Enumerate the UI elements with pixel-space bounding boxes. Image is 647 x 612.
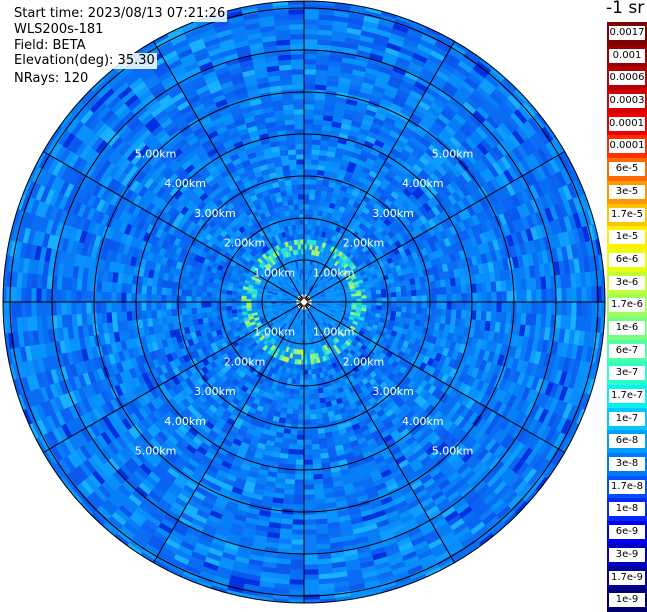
- legend-swatch: 1.7e-9: [607, 566, 647, 590]
- range-label: 3.00km: [194, 207, 236, 220]
- range-label: 4.00km: [164, 177, 206, 190]
- legend-label: 6e-6: [609, 252, 645, 267]
- range-label: 5.00km: [135, 148, 177, 161]
- elevation-text: Elevation(deg): 35.30: [12, 53, 157, 69]
- radar-center-marker: [297, 295, 311, 309]
- legend-swatch: 3e-8: [607, 453, 647, 476]
- nrays-text: NRays: 120: [12, 71, 91, 87]
- legend-label: 6e-8: [609, 434, 645, 449]
- legend-label: 0.0006: [609, 71, 645, 86]
- units-label: -1 sr: [606, 0, 645, 18]
- legend-label: 0.00017: [609, 116, 645, 131]
- legend-label: 3e-8: [609, 457, 645, 472]
- legend-swatch: 1.7e-6: [607, 294, 647, 317]
- legend-label: 0.001: [609, 48, 645, 63]
- legend-label: 0.0001: [609, 139, 645, 154]
- legend-label: 1e-7: [609, 411, 645, 426]
- color-legend: 0.0017 0.001 0.0006 0.0003 0.00017 0.0001 6e-5…: [607, 22, 647, 612]
- range-label: 5.00km: [432, 444, 474, 457]
- legend-swatch: 0.0001: [607, 135, 647, 159]
- legend-swatch: 3e-5: [607, 180, 647, 204]
- legend-label: 1.7e-5: [609, 207, 645, 222]
- legend-label: 6e-5: [609, 162, 645, 177]
- legend-swatch: 1.7e-5: [607, 203, 647, 227]
- legend-swatch: 1e-5: [607, 226, 647, 249]
- legend-swatch: 3e-9: [607, 543, 647, 567]
- legend-label: 1.7e-9: [609, 570, 645, 585]
- legend-label: 6e-9: [609, 525, 645, 540]
- legend-label: 3e-6: [609, 275, 645, 290]
- legend-swatch: 3e-7: [607, 362, 647, 385]
- range-label: 4.00km: [402, 415, 444, 428]
- legend-swatch: 6e-5: [607, 158, 647, 181]
- range-label: 3.00km: [372, 385, 414, 398]
- legend-swatch: 6e-6: [607, 248, 647, 272]
- range-label: 4.00km: [164, 415, 206, 428]
- legend-swatch: 0.0017: [607, 22, 647, 45]
- legend-swatch: 0.001: [607, 44, 647, 68]
- range-labels: 1.00km 1.00km 1.00km 1.00km 2.00km 2.00km 2.00…: [135, 148, 474, 458]
- legend-label: 3e-7: [609, 366, 645, 381]
- legend-swatch: 0.0003: [607, 90, 647, 113]
- range-label: 1.00km: [254, 266, 296, 279]
- range-label: 3.00km: [194, 385, 236, 398]
- legend-label: 1.7e-8: [609, 479, 645, 494]
- range-label: 5.00km: [432, 148, 474, 161]
- ppi-scan-plot: 1.00km 1.00km 1.00km 1.00km 2.00km 2.00km 2.00…: [2, 0, 606, 604]
- range-label: 2.00km: [343, 355, 385, 368]
- field-text: Field: BETA: [12, 38, 88, 54]
- start-time-text: Start time: 2023/08/13 07:21:26: [12, 6, 228, 22]
- legend-label: 1e-6: [609, 320, 645, 335]
- legend-swatch: 0.00017: [607, 112, 647, 136]
- legend-swatch: 6e-8: [607, 430, 647, 454]
- range-label: 2.00km: [224, 355, 266, 368]
- range-label: 4.00km: [402, 177, 444, 190]
- legend-label: 1.7e-7: [609, 389, 645, 403]
- legend-label: 3e-5: [609, 184, 645, 199]
- legend-label: 3e-9: [609, 547, 645, 562]
- legend-label: 1e-9: [609, 593, 645, 608]
- range-label: 1.00km: [313, 266, 355, 279]
- legend-swatch: 6e-9: [607, 521, 647, 544]
- range-label: 5.00km: [135, 444, 177, 457]
- legend-swatch: 3e-6: [607, 271, 647, 295]
- legend-label: 0.0003: [609, 94, 645, 109]
- range-label: 1.00km: [254, 326, 296, 339]
- station-text: WLS200s-181: [12, 22, 106, 38]
- legend-label: 1e-8: [609, 502, 645, 517]
- legend-label: 1e-5: [609, 230, 645, 245]
- legend-label: 0.0017: [609, 26, 645, 40]
- legend-swatch: 1.7e-7: [607, 385, 647, 408]
- legend-swatch: 1e-6: [607, 316, 647, 340]
- legend-swatch: 6e-7: [607, 339, 647, 363]
- legend-swatch: 1e-8: [607, 498, 647, 522]
- range-label: 1.00km: [313, 326, 355, 339]
- legend-swatch: 1e-9: [607, 589, 647, 612]
- scan-outer-boundary: [2, 0, 606, 604]
- range-label: 2.00km: [224, 237, 266, 250]
- legend-label: 1.7e-6: [609, 298, 645, 313]
- range-label: 3.00km: [372, 207, 414, 220]
- legend-swatch: 1.7e-8: [607, 475, 647, 499]
- legend-swatch: 0.0006: [607, 67, 647, 91]
- legend-label: 6e-7: [609, 343, 645, 358]
- legend-swatch: 1e-7: [607, 407, 647, 431]
- range-label: 2.00km: [343, 237, 385, 250]
